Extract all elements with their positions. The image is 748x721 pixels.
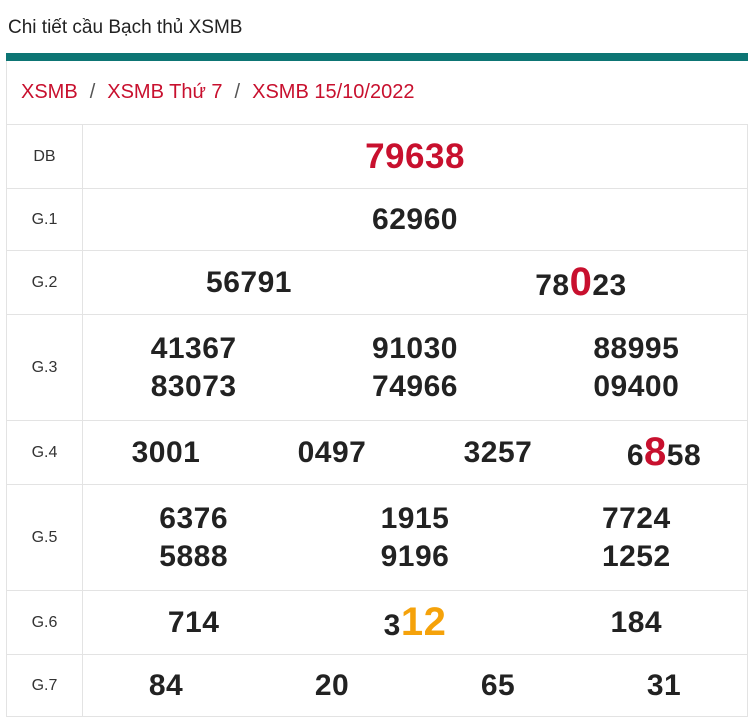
prize-number: 6376 bbox=[159, 501, 229, 535]
prize-number: 74966 bbox=[372, 369, 458, 403]
prize-row: G.6 714 312 184 bbox=[6, 590, 748, 655]
prize-label: G.7 bbox=[6, 654, 83, 717]
prize-number: 84 bbox=[148, 668, 184, 702]
prize-number: 78023 bbox=[535, 260, 627, 305]
prize-number: 3001 bbox=[131, 435, 201, 469]
breadcrumb: XSMB / XSMB Thứ 7 / XSMB 15/10/2022 bbox=[6, 61, 748, 124]
results-table: DB 79638 G.1 62960 G.2 56791 78023 G.3 41367 9103… bbox=[6, 124, 748, 717]
prize-label: G.2 bbox=[6, 250, 83, 315]
prize-label: DB bbox=[6, 124, 83, 189]
prize-number: 65 bbox=[480, 668, 516, 702]
number-grid: 6376 1915 7724 5888 9196 1252 bbox=[83, 496, 747, 580]
number-part: 3 bbox=[383, 609, 401, 642]
prize-number: 1252 bbox=[601, 539, 671, 573]
prize-number: 56791 bbox=[206, 265, 292, 299]
prize-number: 20 bbox=[314, 668, 350, 702]
prize-number: 83073 bbox=[150, 369, 237, 403]
prize-row: DB 79638 bbox=[6, 124, 748, 189]
prize-row: G.5 6376 1915 7724 5888 9196 1252 bbox=[6, 484, 748, 591]
prize-numbers: 3001 0497 3257 6858 bbox=[82, 420, 748, 485]
breadcrumb-link[interactable]: XSMB 15/10/2022 bbox=[252, 81, 415, 103]
prize-number: 6858 bbox=[627, 430, 701, 475]
prize-label: G.3 bbox=[6, 314, 83, 421]
prize-number: 714 bbox=[167, 605, 220, 639]
highlighted-digits: 0 bbox=[569, 260, 593, 304]
prize-numbers: 84 20 65 31 bbox=[82, 654, 748, 717]
prize-number: 79638 bbox=[365, 136, 465, 176]
prize-number: 1915 bbox=[380, 501, 450, 535]
number-grid: 714 312 184 bbox=[83, 594, 747, 651]
prize-number: 62960 bbox=[372, 202, 458, 236]
prize-numbers: 56791 78023 bbox=[82, 250, 748, 315]
prize-number: 312 bbox=[384, 600, 447, 645]
prize-label: G.6 bbox=[6, 590, 83, 655]
prize-numbers: 714 312 184 bbox=[82, 590, 748, 655]
number-grid: 62960 bbox=[83, 197, 747, 243]
prize-numbers: 41367 91030 88995 83073 74966 09400 bbox=[82, 314, 748, 421]
prize-row: G.7 84 20 65 31 bbox=[6, 654, 748, 717]
prize-number: 7724 bbox=[601, 501, 671, 535]
prize-number: 9196 bbox=[380, 539, 450, 573]
number-grid: 3001 0497 3257 6858 bbox=[83, 424, 747, 481]
prize-row: G.3 41367 91030 88995 83073 74966 09400 bbox=[6, 314, 748, 421]
prize-number: 91030 bbox=[372, 331, 458, 365]
breadcrumb-link[interactable]: XSMB bbox=[21, 81, 78, 103]
prize-row: G.1 62960 bbox=[6, 188, 748, 251]
prize-number: 88995 bbox=[593, 331, 680, 365]
highlighted-digits: 12 bbox=[400, 600, 447, 644]
number-part: 6 bbox=[626, 439, 645, 472]
prize-row: G.4 3001 0497 3257 6858 bbox=[6, 420, 748, 485]
prize-number: 41367 bbox=[150, 331, 237, 365]
number-grid: 84 20 65 31 bbox=[83, 663, 747, 709]
page-title: Chi tiết cầu Bạch thủ XSMB bbox=[8, 17, 243, 38]
number-part: 23 bbox=[592, 269, 627, 302]
prize-number: 09400 bbox=[593, 369, 680, 403]
prize-number: 5888 bbox=[159, 539, 229, 573]
title-underline bbox=[6, 53, 748, 61]
prize-label: G.4 bbox=[6, 420, 83, 485]
number-part: 78 bbox=[535, 269, 570, 302]
breadcrumb-link[interactable]: XSMB Thứ 7 bbox=[107, 81, 223, 103]
breadcrumb-separator: / bbox=[89, 81, 96, 103]
breadcrumb-separator: / bbox=[234, 81, 241, 103]
prize-numbers: 62960 bbox=[82, 188, 748, 251]
prize-number: 3257 bbox=[463, 435, 533, 469]
prize-label: G.5 bbox=[6, 484, 83, 591]
number-grid: 41367 91030 88995 83073 74966 09400 bbox=[83, 326, 747, 410]
prize-numbers: 79638 bbox=[82, 124, 748, 189]
prize-number: 184 bbox=[610, 605, 663, 639]
prize-number: 31 bbox=[646, 668, 682, 702]
highlighted-digits: 8 bbox=[644, 430, 667, 474]
number-grid: 79638 bbox=[83, 131, 747, 183]
prize-row: G.2 56791 78023 bbox=[6, 250, 748, 315]
prize-number: 0497 bbox=[297, 435, 367, 469]
number-part: 58 bbox=[666, 439, 702, 472]
number-grid: 56791 78023 bbox=[83, 254, 747, 311]
prize-label: G.1 bbox=[6, 188, 83, 251]
prize-numbers: 6376 1915 7724 5888 9196 1252 bbox=[82, 484, 748, 591]
